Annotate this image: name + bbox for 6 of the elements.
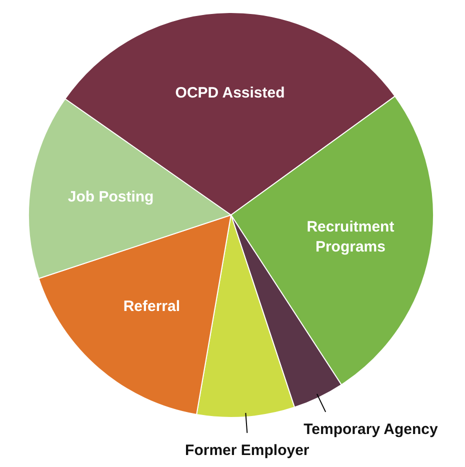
slice-label: Job Posting: [68, 188, 154, 206]
slice-label: Temporary Agency: [304, 421, 438, 438]
slice-label: Former Employer: [185, 442, 310, 460]
slice-label: OCPD Assisted: [175, 84, 285, 102]
slice-label: Referral: [123, 298, 180, 316]
slice-label: Recruitment Programs: [306, 218, 394, 256]
